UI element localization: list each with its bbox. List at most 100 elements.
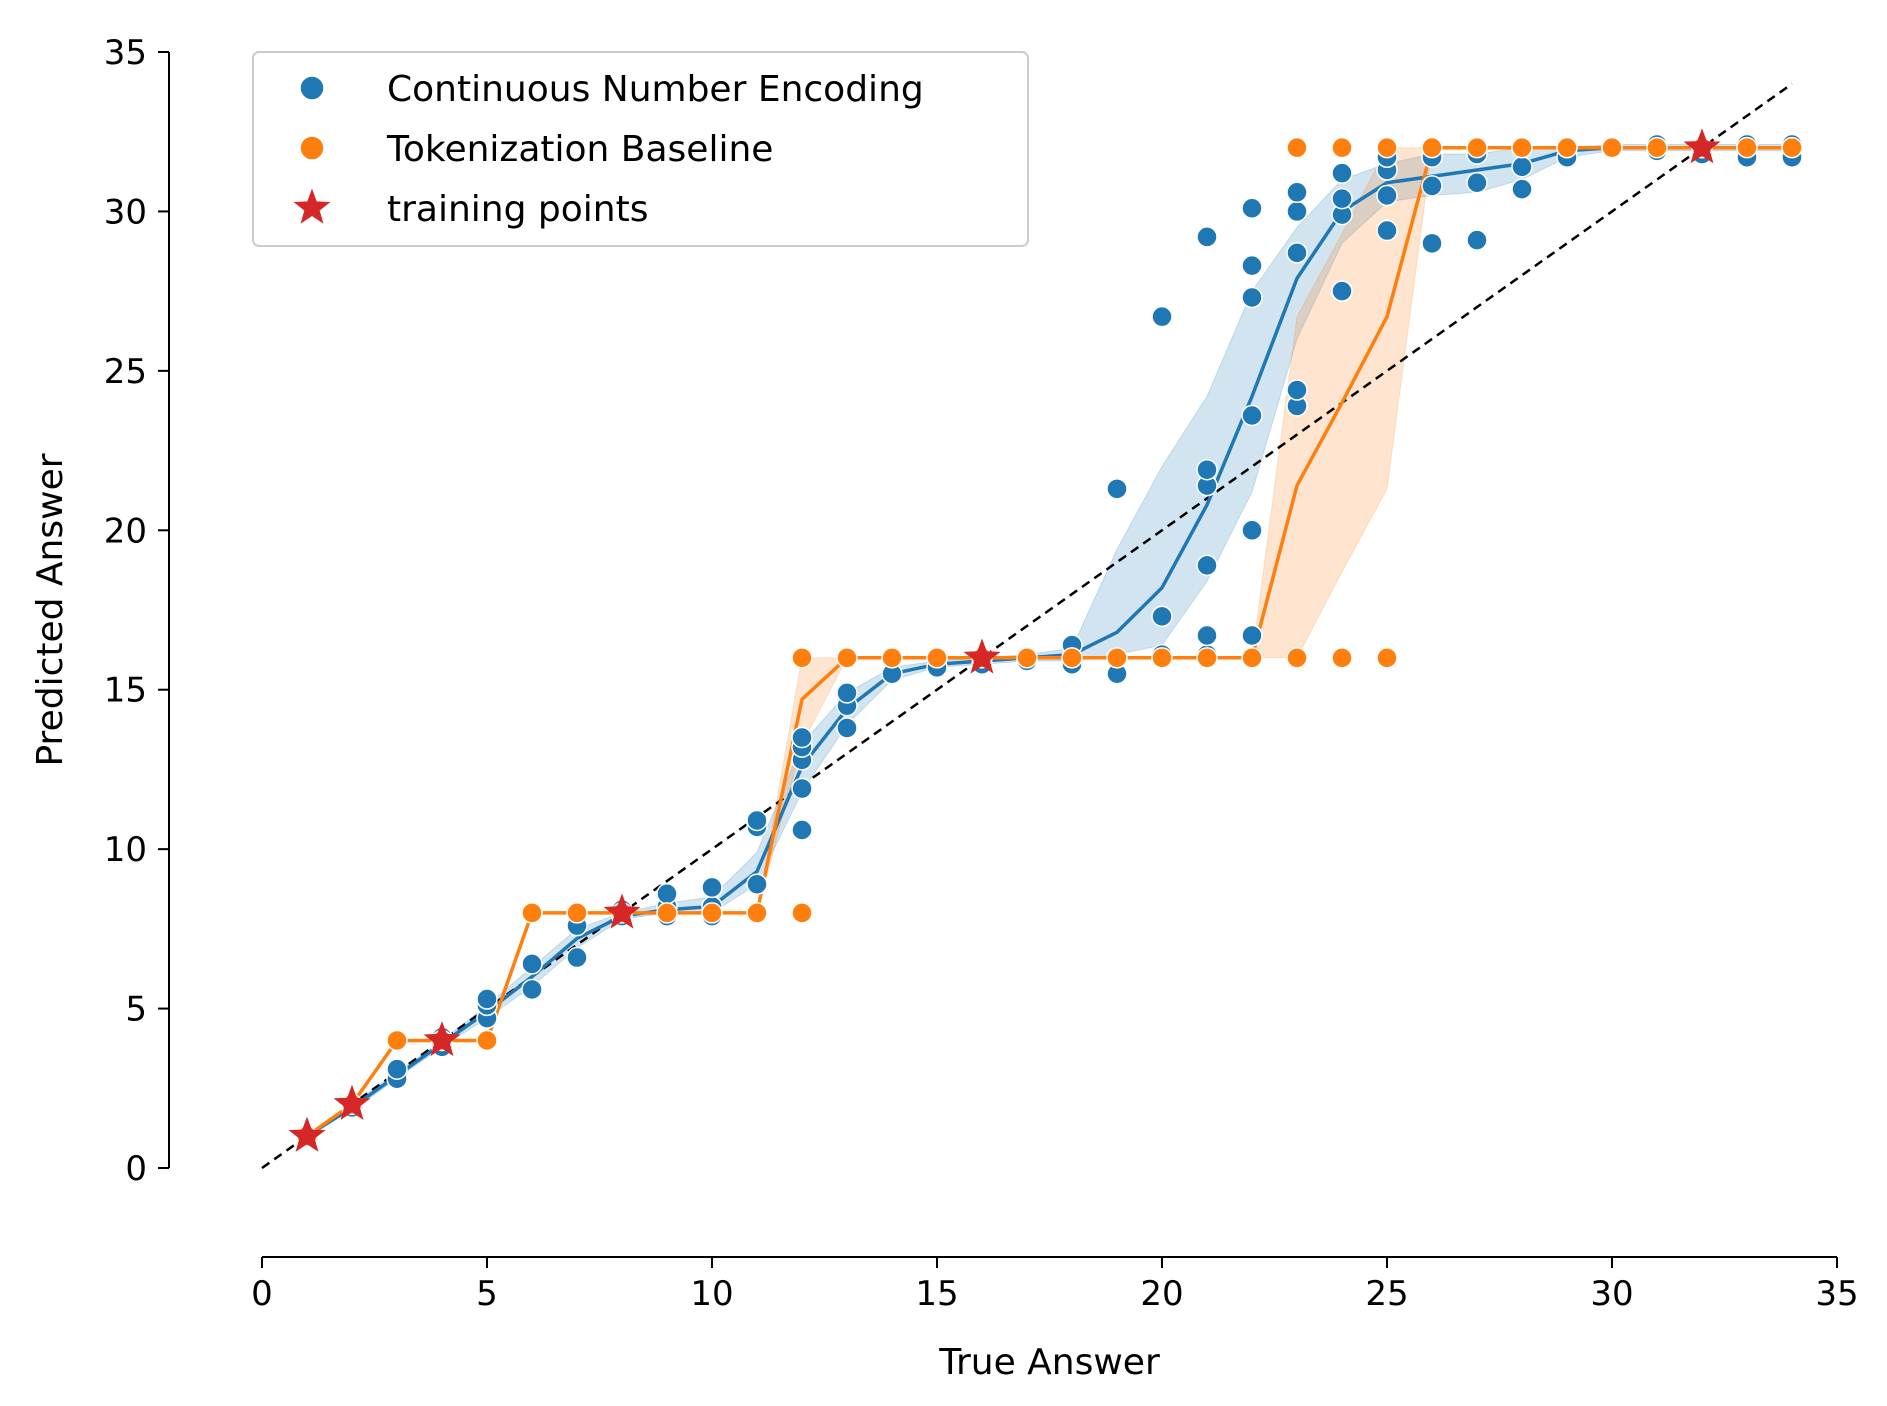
- tokenization-baseline-point: [701, 902, 723, 924]
- continuous-number-encoding-point: [1106, 478, 1128, 500]
- tokenization-baseline-point: [791, 902, 813, 924]
- training-point-star: [333, 1084, 371, 1120]
- x-tick-label: 0: [251, 1274, 273, 1314]
- y-axis-label: Predicted Answer: [30, 453, 71, 766]
- tokenization-baseline-point: [791, 647, 813, 669]
- tokenization-baseline-point: [1331, 647, 1353, 669]
- training-point-star: [423, 1021, 461, 1057]
- tokenization-baseline-point: [656, 902, 678, 924]
- y-tick-label: 20: [104, 511, 147, 551]
- x-tick-label: 10: [690, 1274, 733, 1314]
- continuous-number-encoding-point: [1286, 242, 1308, 264]
- x-axis-label: True Answer: [938, 1342, 1160, 1383]
- continuous-number-encoding-point: [1196, 226, 1218, 248]
- legend-label: Tokenization Baseline: [386, 129, 773, 170]
- continuous-number-encoding-point: [1196, 624, 1218, 647]
- legend-label: Continuous Number Encoding: [387, 69, 924, 110]
- continuous-number-encoding-point: [791, 819, 813, 841]
- tokenization-baseline-point: [1106, 647, 1128, 669]
- continuous-number-encoding-point: [746, 873, 768, 895]
- tokenization-baseline-point: [836, 647, 858, 669]
- continuous-number-encoding-point: [1286, 379, 1308, 401]
- tokenization-baseline-point: [1016, 647, 1038, 669]
- continuous-number-encoding-point: [1466, 171, 1488, 194]
- continuous-number-encoding-point: [1241, 624, 1263, 647]
- identity-dashed-line: [261, 82, 1793, 1170]
- continuous-number-encoding-point: [1286, 200, 1308, 223]
- y-tick-label: 35: [104, 33, 147, 73]
- tokenization-baseline-point: [881, 647, 903, 669]
- y-tick-label: 30: [104, 192, 147, 232]
- continuous-number-encoding-point: [386, 1058, 408, 1080]
- continuous-number-encoding-point: [701, 876, 723, 899]
- continuous-number-encoding-point: [1331, 187, 1353, 210]
- continuous-number-encoding-point: [1376, 184, 1398, 207]
- continuous-number-encoding-point: [1511, 156, 1533, 178]
- tokenization-baseline-point: [1781, 136, 1803, 159]
- legend-marker: [299, 135, 325, 161]
- legend-box: [252, 51, 1029, 247]
- continuous-number-encoding-point: [521, 953, 543, 975]
- continuous-number-encoding-point: [476, 988, 498, 1010]
- continuous-number-encoding-point: [1466, 229, 1488, 251]
- continuous-number-encoding-point: [836, 682, 858, 704]
- y-tick-label: 0: [125, 1149, 147, 1189]
- tokenization-baseline-point: [566, 902, 588, 924]
- continuous-number-encoding-point: [656, 883, 678, 905]
- tokenization-baseline-point: [1376, 136, 1398, 159]
- continuous-number-encoding-point: [746, 809, 768, 832]
- legend-marker-star: [293, 188, 331, 224]
- continuous-number-encoding-point: [1376, 219, 1398, 242]
- continuous-number-encoding-point: [521, 978, 543, 1001]
- tokenization-baseline-mean-line: [305, 145, 1792, 1138]
- tokenization-baseline-point: [1286, 647, 1308, 669]
- tokenization-baseline-point: [476, 1029, 498, 1052]
- training-point-star: [288, 1116, 326, 1152]
- x-tick-label: 20: [1140, 1274, 1183, 1314]
- continuous-number-encoding-point: [791, 726, 813, 749]
- continuous-number-encoding-point: [791, 777, 813, 800]
- continuous-number-encoding-point: [1151, 305, 1173, 328]
- tokenization-baseline-point: [1511, 136, 1533, 159]
- continuous-number-encoding-point: [1241, 404, 1263, 427]
- tokenization-baseline-point: [1151, 647, 1173, 669]
- legend-marker: [299, 75, 325, 101]
- tokenization-baseline-point: [1286, 136, 1308, 159]
- tokenization-baseline-point: [1061, 647, 1083, 669]
- tokenization-baseline-point: [1466, 136, 1488, 159]
- tokenization-baseline-point: [1196, 647, 1218, 669]
- continuous-number-encoding-point: [1241, 286, 1263, 309]
- continuous-number-encoding-point: [1511, 178, 1533, 200]
- tokenization-baseline-point: [1601, 136, 1623, 159]
- continuous-number-encoding-point: [1241, 519, 1263, 542]
- continuous-number-encoding-point: [1241, 197, 1263, 219]
- tokenization-baseline-point: [926, 647, 948, 669]
- tokenization-baseline-point: [1376, 647, 1398, 669]
- y-tick-label: 25: [104, 352, 147, 392]
- x-tick-label: 15: [915, 1274, 958, 1314]
- tokenization-baseline-point: [1736, 136, 1758, 159]
- y-tick-label: 5: [125, 990, 147, 1030]
- tokenization-baseline-point: [1646, 136, 1668, 159]
- x-tick-label: 30: [1590, 1274, 1633, 1314]
- continuous-number-encoding-point: [836, 717, 858, 739]
- mean-lines: [305, 145, 1792, 1138]
- legend: Continuous Number Encoding Tokenization B…: [252, 51, 1029, 247]
- y-tick-label: 15: [104, 671, 147, 711]
- training-points: [288, 128, 1721, 1152]
- tokenization-baseline-point: [1241, 647, 1263, 669]
- continuous-number-encoding-point: [1286, 181, 1308, 204]
- continuous-number-encoding-point: [1196, 554, 1218, 577]
- reference-line: [261, 82, 1793, 1170]
- continuous-number-encoding-point: [1331, 162, 1353, 184]
- y-tick-label: 10: [104, 830, 147, 870]
- axes: 0 5 10 15 20 25 30 35 0 5 10 15 20 25 30 35: [104, 33, 1859, 1314]
- tokenization-baseline-point: [386, 1029, 408, 1052]
- x-tick-label: 35: [1815, 1274, 1858, 1314]
- continuous-number-encoding-point: [1331, 280, 1353, 302]
- legend-label: training points: [387, 189, 648, 230]
- continuous-number-encoding-point: [1421, 232, 1443, 255]
- training-point-star: [603, 893, 641, 929]
- continuous-number-encoding-point: [1151, 605, 1173, 628]
